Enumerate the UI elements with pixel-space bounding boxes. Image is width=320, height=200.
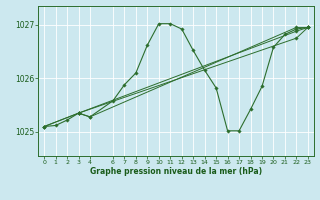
X-axis label: Graphe pression niveau de la mer (hPa): Graphe pression niveau de la mer (hPa) (90, 167, 262, 176)
